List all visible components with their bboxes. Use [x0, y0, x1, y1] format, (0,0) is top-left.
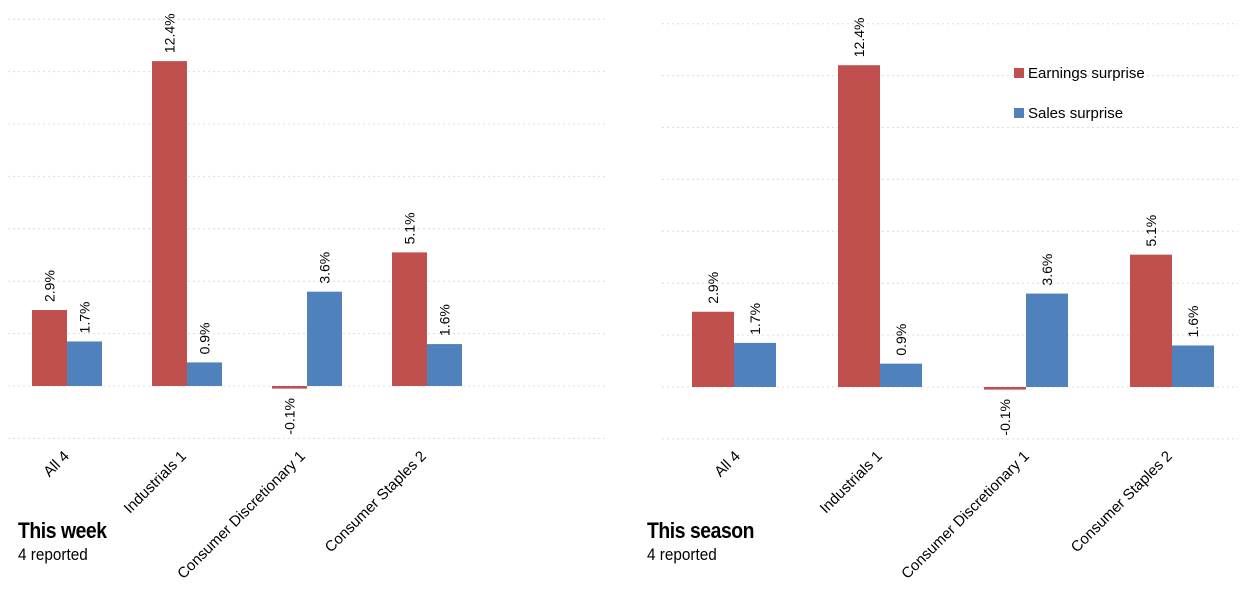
chart-title-week: This week: [18, 518, 107, 543]
data-label-week-sales-0: 1.7%: [77, 302, 93, 334]
category-label-week-3: Consumer Staples 2: [322, 448, 430, 556]
bar-season-earnings-0: [692, 311, 734, 387]
data-label-week-earnings-3: 5.1%: [402, 212, 418, 244]
data-label-week-sales-1: 0.9%: [197, 322, 213, 354]
data-label-season-sales-2: 3.6%: [1039, 254, 1055, 286]
data-label-season-sales-3: 1.6%: [1185, 306, 1201, 338]
chart-subtitle-season: 4 reported: [647, 545, 717, 564]
bar-week-sales-0: [67, 341, 102, 386]
data-label-week-earnings-2: -0.1%: [282, 398, 298, 435]
bar-season-earnings-2: [984, 387, 1026, 390]
bar-season-sales-3: [1172, 345, 1214, 387]
category-label-season-0: All 4: [711, 448, 744, 481]
bar-season-sales-2: [1026, 293, 1068, 387]
data-label-week-sales-3: 1.6%: [437, 304, 453, 336]
category-label-week-2: Consumer Discretionary 1: [174, 448, 309, 583]
bar-week-sales-3: [427, 344, 462, 386]
category-label-week-1: Industrials 1: [121, 448, 190, 517]
data-label-week-sales-2: 3.6%: [317, 252, 333, 284]
bar-week-earnings-0: [32, 310, 67, 386]
legend-label-sales: Sales surprise: [1028, 105, 1123, 122]
bar-season-sales-1: [880, 363, 922, 387]
chart-title-season: This season: [647, 518, 755, 543]
data-label-season-earnings-2: -0.1%: [997, 399, 1013, 436]
data-label-season-sales-0: 1.7%: [747, 303, 763, 335]
data-label-season-sales-1: 0.9%: [893, 324, 909, 356]
bar-season-earnings-3: [1130, 254, 1172, 387]
category-label-season-2: Consumer Discretionary 1: [898, 448, 1033, 583]
legend-swatch-earnings: [1014, 68, 1024, 78]
data-label-season-earnings-1: 12.4%: [851, 18, 867, 58]
data-label-week-earnings-0: 2.9%: [42, 270, 58, 302]
chart-week: 2.9% 12.4% -0.1% 5.1% 1.7% 0.9% 3.6% 1.6% All 4 I…: [8, 13, 605, 582]
data-label-season-earnings-3: 5.1%: [1143, 215, 1159, 247]
bar-week-sales-2: [307, 291, 342, 386]
data-label-season-earnings-0: 2.9%: [705, 272, 721, 304]
category-label-season-3: Consumer Staples 2: [1068, 448, 1176, 556]
bar-week-sales-1: [187, 362, 222, 386]
legend-label-earnings: Earnings surprise: [1028, 65, 1145, 82]
data-label-week-earnings-1: 12.4%: [162, 13, 178, 53]
bar-season-sales-0: [734, 342, 776, 387]
bar-week-earnings-3: [392, 252, 427, 386]
category-label-week-0: All 4: [40, 448, 73, 481]
category-label-season-1: Industrials 1: [817, 448, 886, 517]
legend-swatch-sales: [1014, 108, 1024, 118]
chart-season: 2.9% 12.4% -0.1% 5.1% 1.7% 0.9% 3.6% 1.6% All 4 I…: [662, 18, 1238, 583]
bar-week-earnings-2: [272, 386, 307, 389]
chart-subtitle-week: 4 reported: [18, 545, 88, 564]
bar-week-earnings-1: [152, 61, 187, 387]
bar-season-earnings-1: [838, 65, 880, 387]
